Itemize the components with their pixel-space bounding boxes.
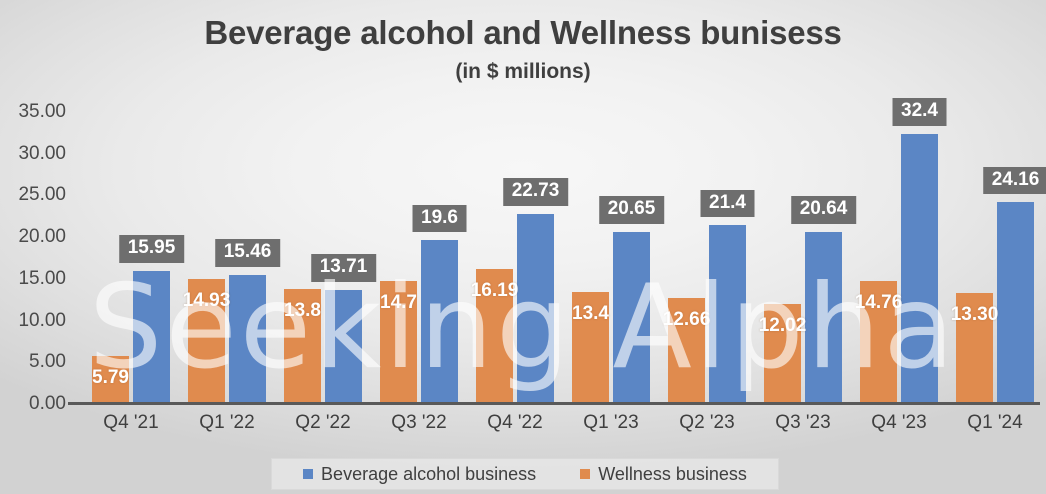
chart-title: Beverage alcohol and Wellness bunisess [204, 14, 842, 51]
bar-wellness[interactable]: 14.93 [183, 279, 230, 404]
legend-label: Beverage alcohol business [321, 463, 537, 484]
y-axis-tick-label: 30.00 [18, 142, 66, 164]
bar-value-label: 13.8 [284, 299, 321, 321]
bar-beverage-alcohol[interactable]: 32.4 [892, 97, 947, 404]
bar-group: 14.76 32.4 [855, 97, 947, 404]
x-axis-tick-label: Q1 '22 [199, 412, 255, 433]
y-axis-tick-label: 10.00 [18, 309, 66, 331]
bar-group: 13.4 20.65 [572, 112, 665, 404]
x-axis-line [68, 402, 1040, 405]
bar-beverage-alcohol[interactable]: 20.65 [598, 195, 665, 404]
bar-value-label: 13.4 [572, 303, 609, 325]
chart-subtitle: (in $ millions) [455, 60, 591, 83]
bar-value-label: 5.79 [92, 366, 129, 388]
bar-wellness[interactable]: 12.66 [663, 298, 710, 404]
bar-group: 12.66 21.4 [663, 112, 755, 404]
legend-swatch-icon [303, 469, 314, 479]
y-axis-tick-label: 5.00 [29, 351, 66, 373]
legend-item[interactable]: Wellness business [580, 464, 747, 485]
bar-beverage-alcohol[interactable]: 24.16 [982, 166, 1046, 404]
bar-value-label: 24.16 [982, 166, 1046, 195]
bar-beverage-alcohol[interactable]: 22.73 [502, 178, 569, 404]
bar-wellness[interactable]: 16.19 [471, 268, 518, 404]
bar-wellness[interactable]: 12.02 [759, 303, 806, 404]
y-axis-tick-label: 20.00 [18, 226, 66, 248]
bar-value-label: 19.6 [412, 204, 467, 233]
bar-value-label: 14.76 [854, 291, 903, 313]
bar-beverage-alcohol[interactable]: 21.4 [700, 189, 755, 404]
bar-value-label: 16.19 [470, 279, 519, 301]
bar-value-label: 12.02 [758, 314, 807, 336]
bar-wellness[interactable]: 14.76 [855, 280, 902, 404]
x-axis-tick-label: Q1 '23 [583, 412, 639, 433]
bar-value-label: 22.73 [502, 178, 569, 207]
chart-legend: Beverage alcohol business Wellness busine… [271, 458, 779, 490]
x-axis: Q4 '21 Q1 '22 Q2 '22 Q3 '22 Q4 '22 Q1 '23 Q2 '… [72, 412, 1036, 446]
bar-group: 5.79 15.95 [92, 112, 185, 404]
bar-value-label: 15.95 [118, 235, 185, 263]
bar-group: 14.93 15.46 [183, 112, 281, 404]
legend-item[interactable]: Beverage alcohol business [303, 464, 536, 485]
bar-value-label: 14.7 [380, 292, 417, 314]
bar-value-label: 32.4 [892, 97, 947, 126]
bar-value-label: 15.46 [214, 239, 281, 268]
x-axis-tick-label: Q4 '21 [103, 412, 159, 433]
bar-beverage-alcohol[interactable]: 13.71 [310, 253, 377, 404]
y-axis-tick-label: 25.00 [18, 184, 66, 206]
bar-value-label: 12.66 [662, 309, 711, 331]
bar-value-label: 21.4 [700, 189, 755, 218]
bar-group: 14.7 19.6 [380, 112, 467, 404]
legend-label: Wellness business [598, 463, 747, 484]
bar-value-label: 14.93 [182, 290, 231, 312]
x-axis-tick-label: Q3 '22 [391, 412, 447, 433]
legend-swatch-icon [580, 469, 591, 479]
x-axis-tick-label: Q2 '22 [295, 412, 351, 433]
x-axis-tick-label: Q4 '23 [871, 412, 927, 433]
bar-value-label: 20.64 [790, 195, 857, 224]
y-axis-tick-label: 0.00 [29, 393, 66, 414]
bar-wellness[interactable]: 13.4 [572, 292, 609, 404]
y-axis-tick-label: 35.00 [18, 101, 66, 122]
x-axis-tick-label: Q4 '22 [487, 412, 543, 433]
bar-beverage-alcohol[interactable]: 19.6 [412, 204, 467, 404]
bar-group: 16.19 22.73 [471, 112, 569, 404]
plot-area: 5.79 15.95 14.93 15.46 13.8 13.71 14.7 19.6 16.1… [72, 97, 1046, 404]
bar-group: 12.02 20.64 [759, 112, 857, 404]
bar-wellness[interactable]: 13.8 [284, 288, 321, 404]
y-axis: 35.00 30.00 25.00 20.00 15.00 10.00 5.00 0.00 [0, 0, 66, 494]
bar-group: 13.30 24.16 [951, 112, 1046, 404]
bar-beverage-alcohol[interactable]: 15.95 [118, 235, 185, 404]
x-axis-tick-label: Q3 '23 [775, 412, 831, 433]
bar-value-label: 20.65 [598, 195, 665, 224]
x-axis-tick-label: Q1 '24 [967, 412, 1023, 433]
bar-wellness[interactable]: 5.79 [92, 355, 129, 404]
bar-beverage-alcohol[interactable]: 15.46 [214, 239, 281, 404]
x-axis-tick-label: Q2 '23 [679, 412, 735, 433]
bar-group: 13.8 13.71 [284, 112, 377, 404]
bar-beverage-alcohol[interactable]: 20.64 [790, 195, 857, 404]
y-axis-tick-label: 15.00 [18, 267, 66, 289]
bar-value-label: 13.30 [950, 304, 999, 326]
bar-wellness[interactable]: 14.7 [380, 281, 417, 404]
bar-wellness[interactable]: 13.30 [951, 293, 998, 404]
bar-value-label: 13.71 [310, 253, 377, 282]
